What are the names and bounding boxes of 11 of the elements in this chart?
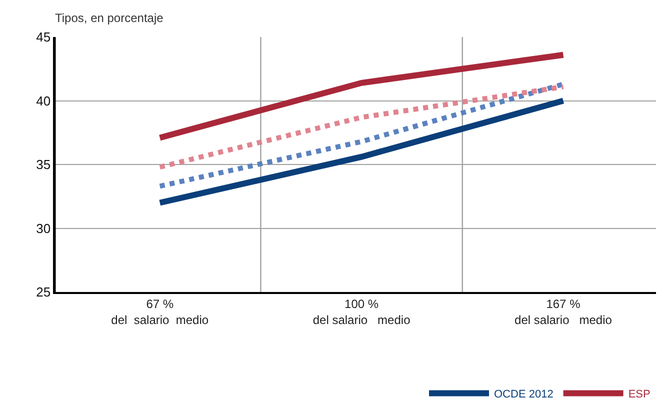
y-tick-label: 40	[36, 93, 51, 108]
text: OCDE 2012	[494, 388, 554, 400]
x-tick-label: 67 % del salario medio	[111, 297, 209, 327]
x-tick-label: 167 % del salario medio	[514, 297, 612, 327]
x-tick-label: 100 % del salario medio	[312, 297, 411, 327]
y-axis-title: Tipos, en porcentaje	[55, 11, 164, 25]
y-tick-label: 45	[36, 30, 51, 45]
y-tick-label: 25	[36, 284, 51, 300]
text: ESP	[628, 388, 650, 400]
y-tick-label: 30	[36, 220, 51, 236]
y-tick-label: 35	[36, 157, 51, 172]
